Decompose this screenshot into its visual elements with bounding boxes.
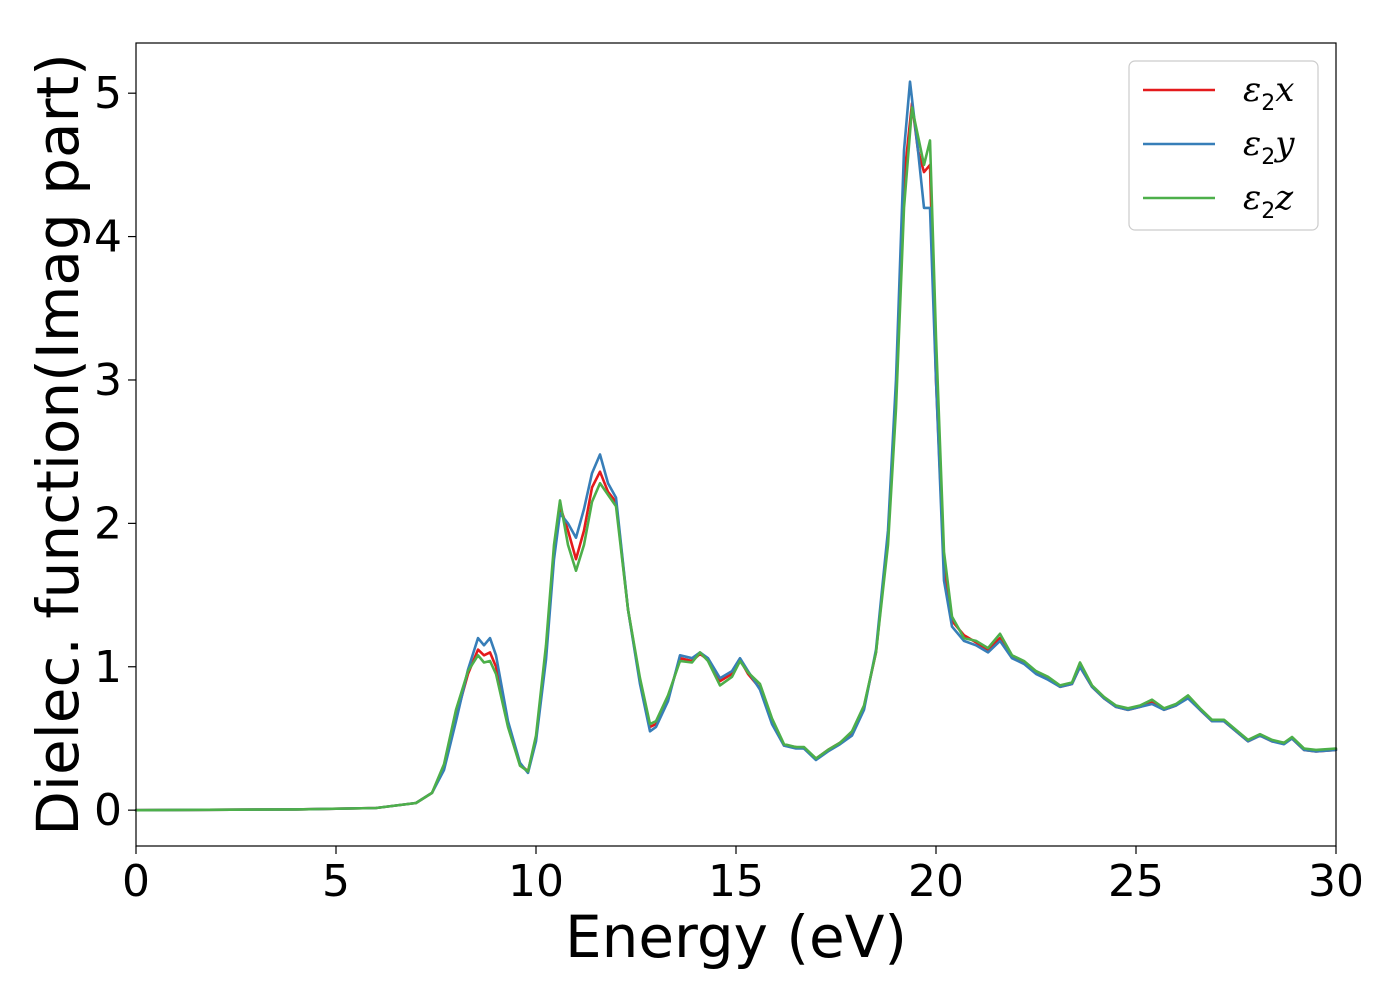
x-tick-label: 5 [322, 856, 350, 907]
legend-label-y: ε2y [1243, 124, 1295, 170]
y-tick-label: 2 [94, 498, 122, 549]
x-tick-label: 30 [1308, 856, 1364, 907]
y-tick-label: 0 [94, 785, 122, 836]
y-axis-title: Dielec. function(Imag part) [24, 53, 92, 836]
x-tick-label: 25 [1108, 856, 1164, 907]
x-tick-label: 0 [122, 856, 150, 907]
x-axis-title: Energy (eV) [565, 903, 907, 971]
y-tick-label: 5 [94, 68, 122, 119]
x-tick-label: 20 [908, 856, 964, 907]
legend-label-z: ε2z [1243, 178, 1294, 224]
legend: ε2x ε2y ε2z [1128, 60, 1319, 231]
x-tick-label: 15 [708, 856, 764, 907]
y-tick-label: 3 [94, 355, 122, 406]
x-tick-label: 10 [508, 856, 564, 907]
series-line-z [134, 106, 1338, 812]
y-axis: 0 1 2 3 4 5 [94, 68, 136, 836]
legend-box [1128, 60, 1319, 231]
y-tick-label: 4 [94, 212, 122, 263]
y-tick-label: 1 [94, 642, 122, 693]
legend-label-x: ε2x [1243, 70, 1294, 116]
series-layer [134, 80, 1338, 812]
x-axis: 0 5 10 15 20 25 30 [122, 846, 1364, 907]
